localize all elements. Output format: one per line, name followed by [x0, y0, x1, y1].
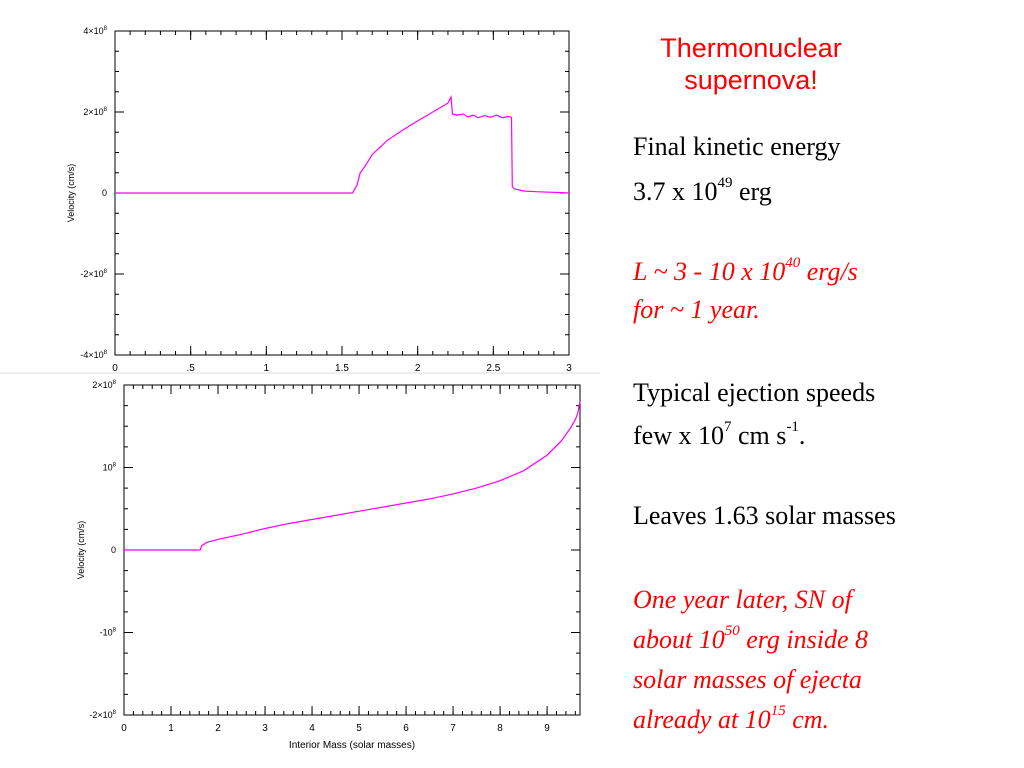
ejection-value: few x 107 cm s-1. [633, 420, 805, 452]
charts-area: 0 .5 1 1.5 2 2.5 3 -4×108 -2×108 0 2×108 4×108 Veloc… [0, 26, 600, 751]
eject-unit: cm s [731, 421, 787, 450]
x-tick-label: 9 [544, 723, 550, 734]
title-line-2: supernova! [684, 65, 818, 95]
luminosity-line: L ~ 3 - 10 x 1040 erg/s [633, 256, 858, 288]
y-axis-label: Velocity (cm/s) [66, 164, 76, 223]
later-energy-rest: erg inside 8 [739, 625, 869, 654]
y-tick-label: 2×108 [92, 380, 116, 390]
chart-2: 0 1 2 3 4 5 6 7 8 9 -2×108 -108 0 108 2×108 Velocity (c… [76, 380, 581, 751]
y-tick-label: 108 [103, 463, 117, 473]
x-tick-label: 1 [264, 363, 270, 374]
ke-value-exponent: 49 [717, 175, 733, 192]
later-line-2: about 1050 erg inside 8 [633, 624, 868, 656]
eject-period: . [798, 421, 806, 450]
remnant-mass: Leaves 1.63 solar masses [633, 501, 896, 530]
y-tick-label: -2×108 [89, 710, 116, 720]
y-tick-label: -4×108 [80, 350, 107, 360]
lum-exponent: 40 [785, 255, 801, 272]
later-radius-unit: cm. [785, 705, 830, 734]
ke-value-base: 3.7 x 10 [633, 177, 718, 206]
y-tick-label: -2×108 [80, 269, 107, 279]
x-tick-label: 7 [450, 723, 456, 734]
x-tick-label: 8 [497, 723, 503, 734]
x-axis-label: Interior Mass (solar masses) [289, 740, 415, 751]
x-tick-label: 2.5 [486, 363, 500, 374]
lum-base: L ~ 3 - 10 x 10 [633, 257, 786, 286]
title-line-1: Thermonuclear [660, 33, 842, 63]
later-energy-exponent: 50 [724, 623, 740, 640]
slide-title: Thermonuclear supernova! [616, 32, 886, 96]
later-line-3: solar masses of ejecta [633, 665, 862, 694]
ejection-label: Typical ejection speeds [633, 378, 876, 407]
x-tick-label: 4 [309, 723, 315, 734]
later-energy-base: about 10 [633, 625, 725, 654]
y-axis-label: Velocity (cm/s) [76, 521, 86, 580]
x-tick-label: 0 [121, 723, 127, 734]
eject-exponent: 7 [723, 419, 732, 436]
x-tick-label: 6 [403, 723, 409, 734]
y-tick-label: 0 [111, 545, 116, 555]
velocity-series-line [124, 401, 581, 551]
x-tick-label: .5 [186, 363, 195, 374]
y-tick-label: 2×108 [83, 107, 107, 117]
ke-value-unit: erg [732, 177, 772, 206]
later-line-1: One year later, SN of [633, 585, 852, 614]
kinetic-energy-value: 3.7 x 1049 erg [633, 176, 772, 208]
x-tick-label: 2 [215, 723, 221, 734]
chart-1: 0 .5 1 1.5 2 2.5 3 -4×108 -2×108 0 2×108 4×108 Veloc… [66, 26, 572, 374]
y-tick-label: -108 [100, 628, 117, 638]
x-tick-label: 0 [112, 363, 118, 374]
x-tick-label: 3 [566, 363, 572, 374]
kinetic-energy-label: Final kinetic energy [633, 132, 841, 161]
luminosity-duration: for ~ 1 year. [633, 295, 760, 324]
x-tick-label: 1 [168, 723, 174, 734]
velocity-series-line [115, 94, 570, 194]
x-tick-label: 5 [356, 723, 362, 734]
y-tick-label: 0 [102, 188, 107, 198]
eject-base: few x 10 [633, 421, 724, 450]
lum-unit: erg/s [800, 257, 858, 286]
y-tick-label: 4×108 [83, 26, 107, 36]
x-tick-label: 3 [262, 723, 268, 734]
x-tick-label: 1.5 [335, 363, 349, 374]
later-radius-exponent: 15 [770, 703, 786, 720]
later-line-4: already at 1015 cm. [633, 704, 829, 736]
eject-unit-exponent: -1 [786, 419, 799, 436]
x-tick-label: 2 [415, 363, 421, 374]
later-radius-base: already at 10 [633, 705, 771, 734]
